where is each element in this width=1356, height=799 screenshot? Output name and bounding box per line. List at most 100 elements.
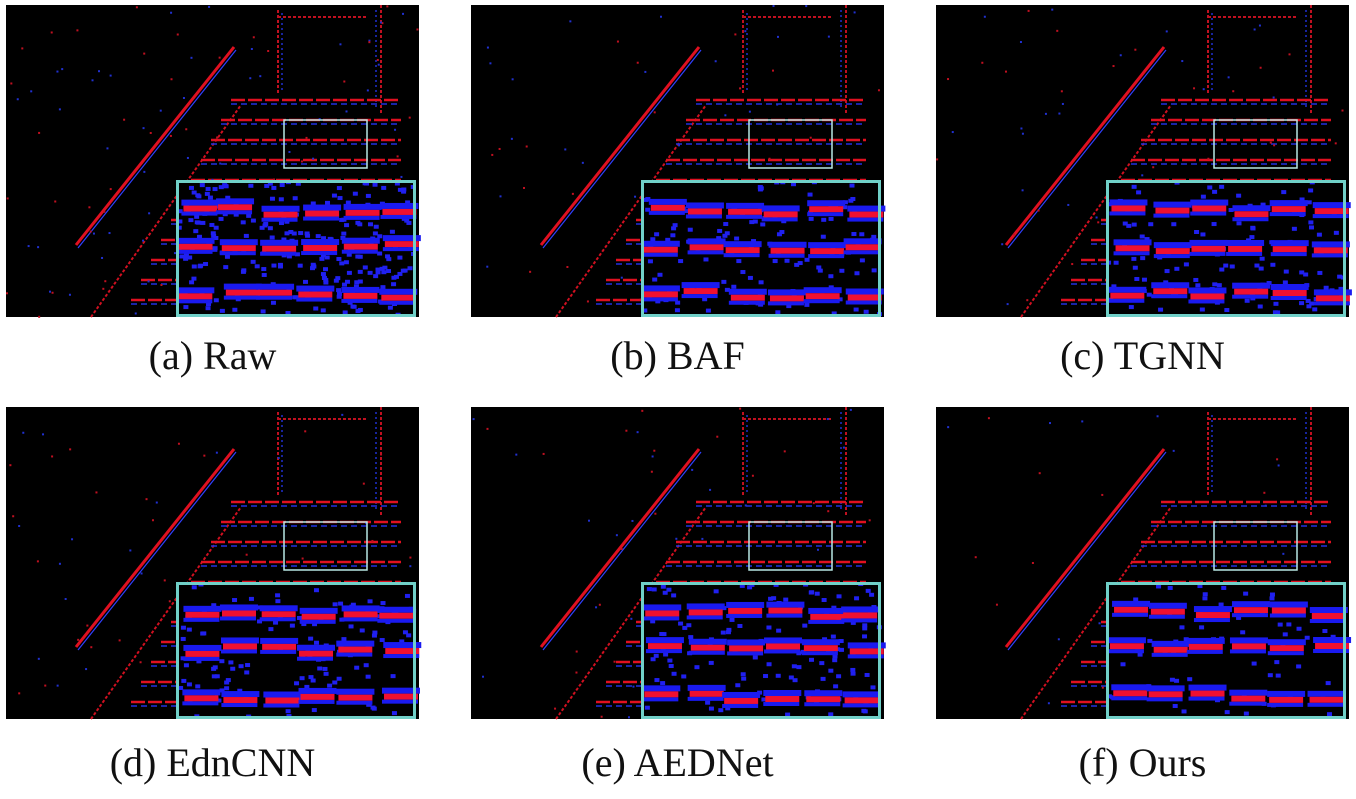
inset-noise bbox=[1207, 185, 1212, 189]
inset-noise bbox=[822, 598, 827, 602]
inset-stroke-blue bbox=[1154, 254, 1190, 258]
noise-event bbox=[1013, 233, 1015, 235]
inset-noise bbox=[195, 684, 200, 688]
inset-noise bbox=[1202, 596, 1207, 600]
inset-stroke-blue bbox=[804, 690, 842, 696]
inset-noise bbox=[1132, 223, 1137, 227]
inset-noise bbox=[854, 271, 859, 275]
inset-stroke-blue bbox=[1271, 252, 1307, 256]
inset-noise bbox=[753, 655, 758, 659]
inset-noise bbox=[703, 257, 708, 261]
inset-stroke-blue bbox=[182, 689, 220, 695]
inset-stroke-blue bbox=[1271, 296, 1307, 300]
inset-noise bbox=[341, 232, 346, 236]
inset-noise bbox=[355, 221, 360, 225]
inset-stroke-blue bbox=[802, 651, 838, 655]
inset-noise bbox=[1326, 681, 1331, 685]
inset-stroke-blue bbox=[762, 217, 798, 221]
noise-event bbox=[312, 158, 314, 160]
noise-event bbox=[1276, 458, 1278, 460]
inset-noise bbox=[294, 681, 299, 685]
panel bbox=[6, 407, 421, 719]
inset-stroke-blue bbox=[1270, 614, 1306, 618]
inset-stroke-blue bbox=[1310, 619, 1346, 623]
inset-stroke-red bbox=[728, 209, 762, 215]
inset-stroke-blue bbox=[341, 287, 379, 293]
noise-event bbox=[51, 455, 53, 457]
inset-noise bbox=[1195, 283, 1200, 287]
inset-noise bbox=[1142, 278, 1147, 282]
noise-event bbox=[1038, 210, 1040, 212]
inset-noise bbox=[673, 223, 678, 227]
inset-noise bbox=[314, 588, 319, 592]
noise-event bbox=[1157, 415, 1159, 417]
inset-noise bbox=[377, 234, 382, 238]
inset-noise bbox=[661, 585, 666, 589]
inset-stroke-red bbox=[843, 612, 877, 618]
inset-noise bbox=[324, 672, 329, 676]
inset-noise bbox=[741, 677, 746, 681]
inset-noise bbox=[223, 265, 228, 269]
noise-event bbox=[1278, 464, 1280, 466]
inset-noise bbox=[775, 310, 780, 314]
inset-stroke-blue bbox=[804, 702, 840, 706]
inset-stroke-blue bbox=[1188, 299, 1224, 303]
inset-noise bbox=[1240, 630, 1245, 634]
inset-stroke-blue bbox=[1194, 606, 1232, 612]
inset-stroke-red bbox=[382, 209, 416, 215]
noise-event bbox=[499, 195, 501, 197]
inset-noise bbox=[183, 257, 188, 261]
noise-event bbox=[869, 519, 871, 521]
inset-stroke-blue bbox=[1111, 684, 1149, 690]
inset-noise bbox=[1324, 286, 1329, 290]
inset-noise bbox=[220, 309, 225, 313]
inset-noise bbox=[669, 664, 674, 668]
inset-stroke-red bbox=[1314, 247, 1348, 253]
inset-noise bbox=[321, 308, 326, 312]
noise-event bbox=[37, 560, 39, 562]
noise-event bbox=[143, 53, 145, 55]
noise-event bbox=[691, 469, 693, 471]
inset-noise bbox=[1201, 195, 1206, 199]
noise-event bbox=[394, 129, 396, 131]
noise-event bbox=[637, 431, 639, 433]
inset-noise bbox=[1114, 261, 1119, 265]
inset-stroke-blue bbox=[1187, 638, 1225, 644]
inset-stroke-blue bbox=[1232, 217, 1268, 221]
noise-event bbox=[169, 600, 171, 602]
inset-stroke-red bbox=[810, 614, 844, 620]
inset-stroke-blue bbox=[342, 617, 378, 621]
inset-noise bbox=[337, 295, 342, 299]
inset-stroke-red bbox=[644, 291, 678, 297]
inset-noise bbox=[808, 193, 813, 197]
inset-stroke-blue bbox=[1226, 240, 1264, 246]
inset-noise bbox=[654, 232, 659, 236]
inset-stroke-blue bbox=[687, 603, 725, 609]
inset-stroke-blue bbox=[847, 218, 883, 222]
inset-stroke-blue bbox=[1194, 618, 1230, 622]
inset-noise bbox=[311, 679, 316, 683]
inset-noise bbox=[809, 217, 814, 221]
inset-noise bbox=[319, 257, 324, 261]
inset-noise bbox=[1147, 293, 1152, 297]
inset-noise bbox=[721, 280, 726, 284]
noise-event bbox=[150, 132, 152, 134]
inset-noise bbox=[193, 229, 198, 233]
noise-event bbox=[1039, 472, 1041, 474]
inset-stroke-red bbox=[765, 696, 799, 702]
inset-stroke-blue bbox=[642, 285, 680, 291]
noise-event bbox=[701, 538, 703, 540]
inset-noise bbox=[1134, 277, 1139, 281]
inset-noise bbox=[224, 184, 229, 188]
inset-noise bbox=[225, 255, 230, 259]
noise-event bbox=[739, 87, 741, 89]
inset-noise bbox=[376, 270, 381, 274]
noise-event bbox=[625, 430, 627, 432]
inset-noise bbox=[232, 598, 237, 602]
inset-noise bbox=[297, 616, 302, 620]
inset-stroke-blue bbox=[642, 241, 680, 247]
inset-noise bbox=[219, 659, 224, 663]
inset-stroke-red bbox=[344, 244, 378, 250]
inset-noise bbox=[1171, 222, 1176, 226]
inset-stroke-red bbox=[226, 290, 260, 296]
